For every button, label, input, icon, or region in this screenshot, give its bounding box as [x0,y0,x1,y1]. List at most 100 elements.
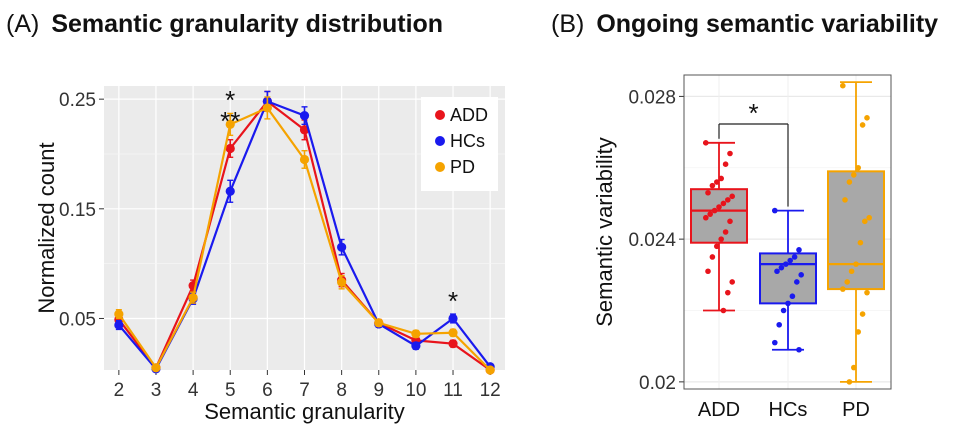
y-tick-label: 0.05 [59,309,96,330]
data-point [114,309,124,319]
data-point [859,122,866,128]
panel-b-title: (B) Ongoing semantic variability [551,10,938,39]
data-point [225,186,235,196]
legend: ADD HCs PD [421,97,498,191]
data-point [789,293,796,300]
data-point [844,279,850,285]
data-point [448,328,458,338]
data-point [791,254,798,260]
data-point [857,239,864,246]
data-point [853,261,859,267]
data-point [725,197,731,203]
data-point [787,257,793,264]
series-pd [114,96,495,375]
data-point [783,261,789,267]
data-point [411,329,421,339]
x-tick-label: HCs [769,399,808,421]
data-point [796,346,802,353]
data-point [727,218,733,225]
legend-label: ADD [450,105,488,125]
y-tick-label: 0.15 [59,200,96,221]
data-point [774,268,780,275]
x-tick-label: 4 [188,380,199,401]
data-point [851,172,857,178]
panel-a-title: (A) Semantic granularity distribution [6,10,443,39]
panel-a-heading: Semantic granularity distribution [51,10,444,38]
significance-mark: * [448,286,458,316]
data-point [709,182,716,189]
data-point [796,247,802,253]
y-tick-label: 0.25 [59,90,96,111]
data-point [846,379,853,385]
x-tick-label: 7 [299,380,310,401]
data-point [225,119,235,129]
data-point [151,363,161,373]
data-point [729,193,735,200]
data-point [707,211,713,217]
data-point [448,339,458,349]
x-tick-label: 12 [480,380,501,401]
data-point [864,289,870,296]
data-point [840,286,846,292]
data-point [114,320,124,330]
data-point [703,139,709,146]
plot-frame [683,74,892,390]
data-point [714,243,720,250]
data-point [725,289,731,296]
y-tick-label: 0.024 [628,230,676,251]
data-point [225,143,235,154]
data-point [485,365,495,375]
significance-mark: * [748,98,758,128]
box-hcs [759,207,817,353]
data-point [714,179,720,185]
data-point [866,214,872,221]
data-point [411,341,421,351]
data-point [846,179,853,185]
x-tick-label: 5 [225,380,236,401]
x-tick-label: 2 [114,380,125,401]
data-point [851,364,857,371]
x-tick-label: 3 [151,380,162,401]
x-tick-label: 8 [336,380,347,401]
legend-label: PD [450,157,475,177]
data-point [188,293,198,303]
data-point [798,272,804,278]
legend-marker [435,162,445,172]
data-point [718,175,724,182]
x-tick-label: 10 [405,380,426,401]
data-point [864,115,870,121]
panel-b-tag: (B) [551,10,585,38]
data-point [778,264,785,271]
panel-b-heading: Ongoing semantic variability [596,10,939,38]
data-point [718,236,724,242]
data-point [840,82,846,89]
data-point [716,204,722,210]
box-add [690,139,748,314]
data-point [711,207,718,214]
data-point [780,307,787,314]
panel-a-tag: (A) [6,10,40,38]
data-point [722,161,729,168]
y-axis-label: Normalized count [34,142,59,313]
x-tick-label: 9 [373,380,384,401]
data-point [448,313,458,324]
data-point [862,218,868,225]
data-point [785,300,791,307]
data-point [848,268,855,275]
data-point [703,214,709,221]
data-point [729,279,735,285]
legend-marker [435,136,445,146]
data-point [705,189,711,196]
data-point [859,311,866,317]
data-point [727,150,733,157]
data-point [337,277,347,287]
data-point [722,229,729,235]
data-point [772,207,778,214]
legend-marker [435,110,445,120]
y-tick-label: 0.02 [639,373,676,394]
significance-mark: * [225,85,235,115]
data-point [772,339,778,346]
data-point [794,279,800,285]
